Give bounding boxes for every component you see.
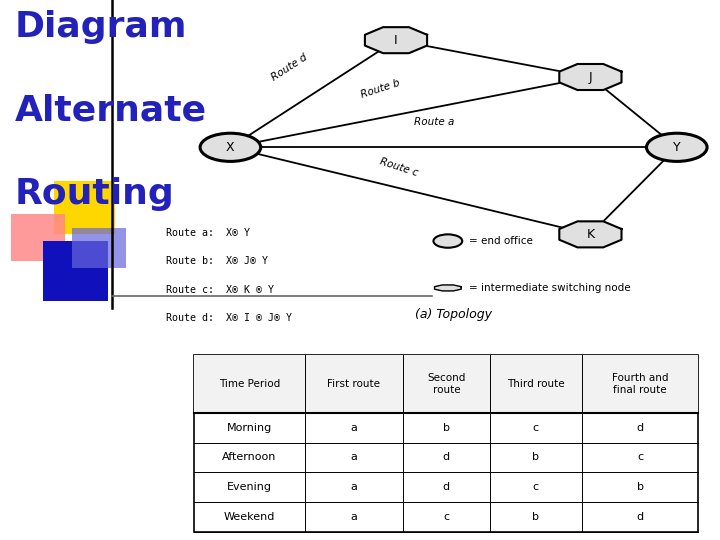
Text: a: a [351, 512, 357, 522]
Text: Alternate: Alternate [14, 94, 207, 128]
Bar [54, 181, 115, 234]
Text: Diagram: Diagram [14, 10, 187, 44]
Text: Fourth and
final route: Fourth and final route [612, 373, 668, 395]
Text: a: a [351, 482, 357, 492]
Circle shape [433, 234, 462, 248]
Text: Time Period: Time Period [219, 379, 280, 389]
Text: b: b [443, 423, 450, 433]
Text: = end office: = end office [469, 236, 534, 246]
Text: Morning: Morning [227, 423, 272, 433]
Text: Second
route: Second route [427, 373, 466, 395]
Text: c: c [637, 453, 643, 462]
Text: I: I [394, 33, 398, 46]
Bar [11, 214, 65, 261]
Text: Route b:  X® J® Y: Route b: X® J® Y [166, 256, 268, 266]
Circle shape [647, 133, 707, 161]
Bar [194, 355, 698, 532]
Text: X: X [226, 141, 235, 154]
Text: c: c [533, 423, 539, 433]
Text: Weekend: Weekend [224, 512, 275, 522]
Text: c: c [444, 512, 449, 522]
Text: b: b [636, 482, 644, 492]
Text: Route d: Route d [270, 52, 310, 82]
Text: Y: Y [673, 141, 680, 154]
Text: d: d [443, 453, 450, 462]
Text: Route d:  X® I ® J® Y: Route d: X® I ® J® Y [166, 313, 292, 323]
Text: d: d [636, 512, 644, 522]
Text: J: J [588, 71, 593, 84]
Bar [194, 355, 698, 413]
Polygon shape [559, 221, 621, 247]
Text: c: c [533, 482, 539, 492]
Text: (a) Topology: (a) Topology [415, 308, 492, 321]
Bar [72, 228, 126, 268]
Text: Route c: Route c [378, 157, 419, 178]
Text: Evening: Evening [227, 482, 272, 492]
Text: = intermediate switching node: = intermediate switching node [469, 283, 631, 293]
Text: a: a [351, 423, 357, 433]
Text: d: d [443, 482, 450, 492]
Polygon shape [435, 285, 461, 291]
Text: K: K [586, 228, 595, 241]
Polygon shape [559, 64, 621, 90]
Text: a: a [351, 453, 357, 462]
Circle shape [200, 133, 261, 161]
Text: d: d [636, 423, 644, 433]
Text: Routing: Routing [14, 178, 174, 212]
Text: Third route: Third route [507, 379, 564, 389]
Text: Route a:  X® Y: Route a: X® Y [166, 228, 250, 238]
Text: b: b [532, 512, 539, 522]
Text: b: b [532, 453, 539, 462]
Bar [43, 241, 108, 301]
Text: Afternoon: Afternoon [222, 453, 276, 462]
Polygon shape [365, 27, 427, 53]
Text: Route a: Route a [414, 117, 454, 127]
Text: Route c:  X® K ® Y: Route c: X® K ® Y [166, 285, 274, 295]
Text: Route b: Route b [360, 78, 402, 100]
Text: First route: First route [328, 379, 380, 389]
